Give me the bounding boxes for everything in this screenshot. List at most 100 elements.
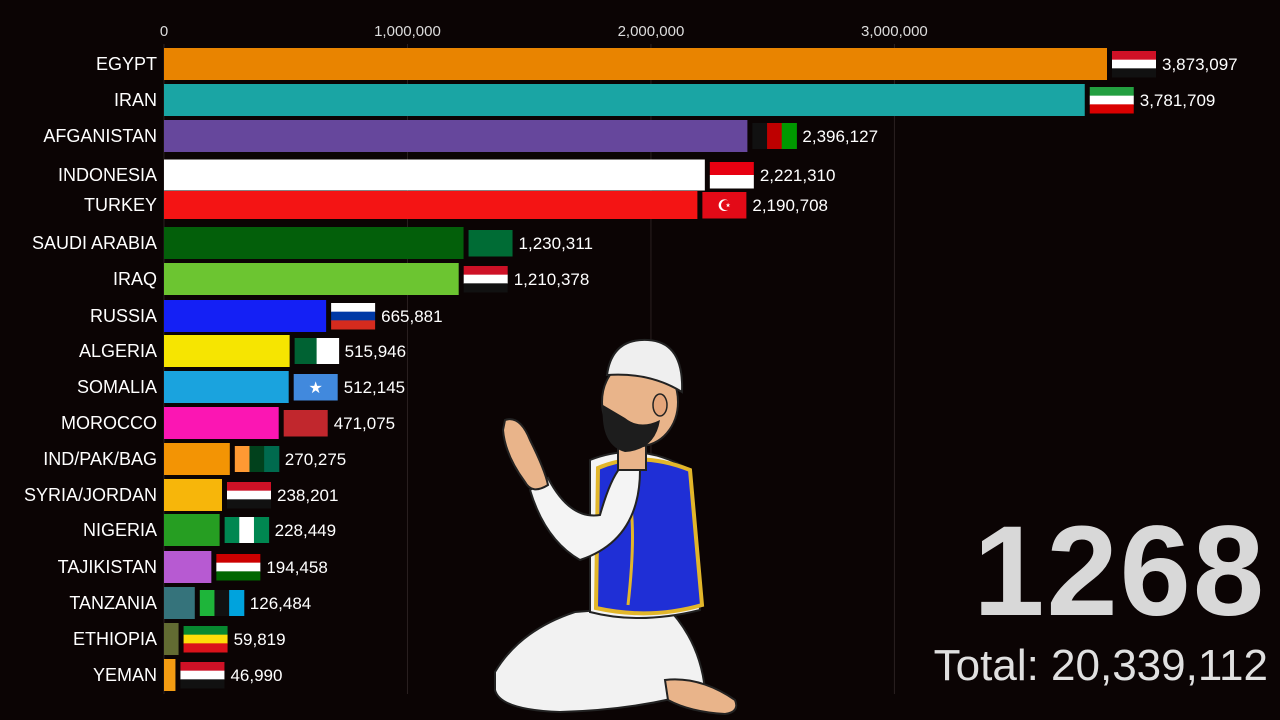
category-label: YEMAN — [93, 665, 157, 685]
bar-row: TAJIKISTAN 194,458 — [58, 551, 328, 583]
value-label: 46,990 — [230, 666, 282, 685]
somalia-flag-icon: ★ — [293, 374, 338, 401]
bar-row: IND/PAK/BAG 270,275 — [43, 443, 346, 475]
svg-text:☪: ☪ — [717, 196, 731, 215]
bar — [164, 227, 464, 259]
value-label: 3,873,097 — [1162, 55, 1238, 74]
bars: EGYPT 3,873,097 IRAN 3,781,709 AFGANISTAN 2,3… — [24, 48, 1238, 691]
value-label: 2,190,708 — [752, 196, 828, 215]
category-label: SYRIA/JORDAN — [24, 485, 157, 505]
bar — [164, 443, 230, 475]
bar — [164, 84, 1085, 116]
ethiopia-flag-icon — [183, 626, 228, 653]
bar-row: ETHIOPIA 59,819 — [73, 623, 286, 655]
value-label: 194,458 — [266, 558, 327, 577]
tajikistan-flag-icon — [216, 554, 261, 581]
value-label: 1,230,311 — [519, 234, 593, 253]
value-label: 512,145 — [344, 378, 405, 397]
category-label: SAUDI ARABIA — [32, 233, 157, 253]
bar — [164, 300, 327, 332]
bar-row: INDONESIA 2,221,310 — [58, 159, 836, 191]
bar — [164, 479, 222, 511]
value-label: 2,396,127 — [802, 127, 878, 146]
bar-row: YEMAN 46,990 — [93, 659, 282, 691]
bar — [164, 159, 705, 191]
turkey-flag-icon: ☪ — [702, 192, 747, 219]
category-label: INDONESIA — [58, 165, 157, 185]
algeria-flag-icon — [294, 338, 340, 364]
bar — [164, 587, 195, 619]
category-label: AFGANISTAN — [43, 126, 157, 146]
value-label: 270,275 — [285, 450, 346, 469]
value-label: 228,449 — [275, 521, 336, 540]
value-label: 1,210,378 — [514, 270, 590, 289]
category-label: EGYPT — [96, 54, 157, 74]
bar-row: AFGANISTAN 2,396,127 — [43, 120, 878, 152]
bar — [164, 659, 176, 691]
bar-row: SYRIA/JORDAN 238,201 — [24, 479, 338, 511]
bar — [164, 120, 748, 152]
value-label: 665,881 — [381, 307, 442, 326]
category-label: MOROCCO — [61, 413, 157, 433]
category-label: IRAN — [114, 90, 157, 110]
bar — [164, 371, 289, 403]
bar — [164, 514, 220, 546]
bar-row: TANZANIA 126,484 — [69, 587, 311, 619]
bar-row: NIGERIA 228,449 — [83, 514, 336, 546]
yemen-flag-icon — [180, 662, 225, 689]
value-label: 3,781,709 — [1140, 91, 1216, 110]
bar — [164, 623, 179, 655]
value-label: 471,075 — [334, 414, 395, 433]
value-label: 126,484 — [250, 594, 311, 613]
category-label: TURKEY — [84, 195, 157, 215]
x-tick-label: 3,000,000 — [861, 23, 928, 40]
value-label: 515,946 — [345, 342, 406, 361]
x-tick-label: 1,000,000 — [374, 23, 441, 40]
bar — [164, 191, 698, 219]
nigeria-flag-icon — [224, 517, 270, 543]
india-pakistan-bangladesh-flags-icon — [234, 446, 280, 472]
category-label: IND/PAK/BAG — [43, 449, 157, 469]
category-label: TAJIKISTAN — [58, 557, 157, 577]
russia-flag-icon — [331, 303, 376, 330]
iraq-flag-icon — [463, 266, 508, 293]
year-counter: 1268 — [973, 500, 1266, 643]
bar-row: ALGERIA 515,946 — [79, 335, 406, 367]
value-label: 59,819 — [234, 630, 286, 649]
praying-man-illustration — [494, 338, 738, 716]
indonesia-flag-icon — [709, 162, 754, 189]
value-label: 2,221,310 — [760, 166, 836, 185]
bar-row: MOROCCO 471,075 — [61, 407, 395, 439]
bar — [164, 335, 290, 367]
category-label: NIGERIA — [83, 520, 157, 540]
bar-row: IRAN 3,781,709 — [114, 84, 1215, 116]
morocco-flag-icon — [283, 410, 328, 437]
afghanistan-flag-icon — [752, 123, 797, 149]
bar — [164, 48, 1107, 80]
tanzania-flag-icon — [199, 590, 245, 616]
bar-row: SOMALIA ★ 512,145 — [77, 371, 405, 403]
svg-text:★: ★ — [309, 378, 323, 397]
bar-row: RUSSIA 665,881 — [90, 300, 443, 332]
bar-row: SAUDI ARABIA 1,230,311 — [32, 227, 593, 259]
x-tick-label: 0 — [160, 23, 168, 40]
egypt-flag-icon — [1112, 51, 1156, 78]
syria-jordan-flags-icon — [226, 482, 271, 509]
category-label: SOMALIA — [77, 377, 157, 397]
category-label: TANZANIA — [69, 593, 157, 613]
bar-row: EGYPT 3,873,097 — [96, 48, 1238, 80]
category-label: ETHIOPIA — [73, 629, 157, 649]
bar-row: TURKEY ☪ 2,190,708 — [84, 191, 828, 219]
total-label: Total: 20,339,112 — [933, 641, 1268, 690]
category-label: RUSSIA — [90, 306, 157, 326]
value-label: 238,201 — [277, 486, 338, 505]
saudi-arabia-flag-icon — [468, 230, 513, 257]
iran-flag-icon — [1089, 87, 1134, 114]
x-tick-labels: 0 1,000,000 2,000,000 3,000,000 — [160, 23, 928, 40]
category-label: ALGERIA — [79, 341, 157, 361]
bar — [164, 407, 279, 439]
x-tick-label: 2,000,000 — [618, 23, 685, 40]
bar — [164, 551, 212, 583]
